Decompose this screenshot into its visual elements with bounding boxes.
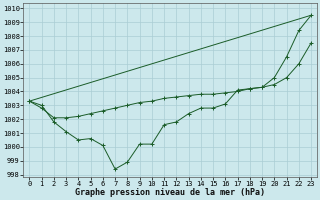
- X-axis label: Graphe pression niveau de la mer (hPa): Graphe pression niveau de la mer (hPa): [75, 188, 265, 197]
